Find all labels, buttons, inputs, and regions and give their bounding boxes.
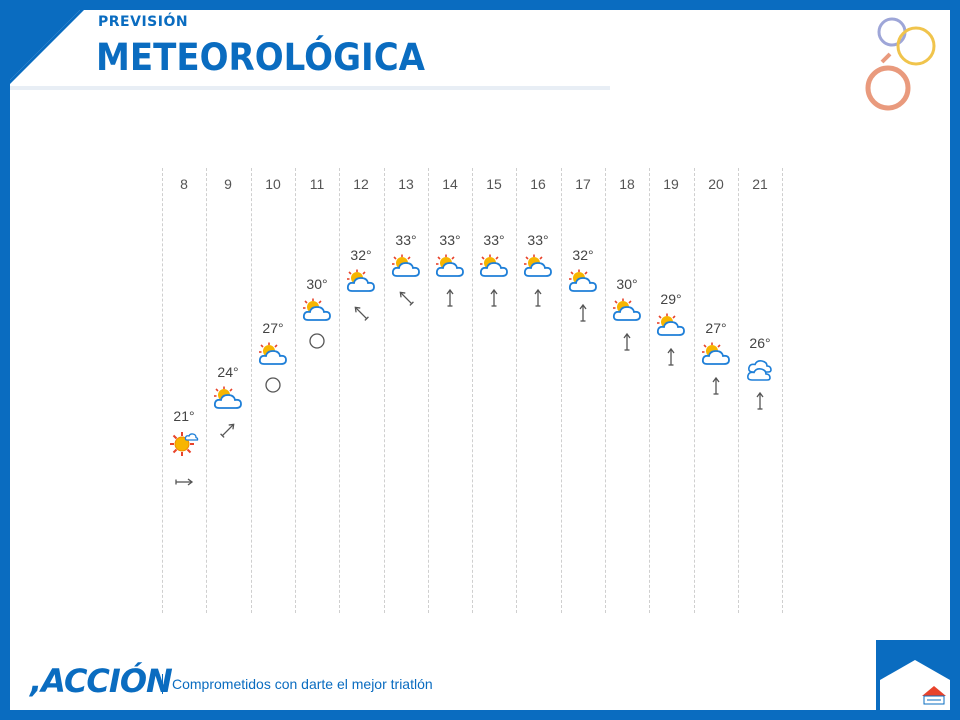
forecast-column-20: 20 27° <box>694 168 738 613</box>
temperature-label: 24° <box>217 364 239 380</box>
temperature-label: 21° <box>173 408 195 424</box>
hour-label: 11 <box>309 176 325 192</box>
rings-logo-icon <box>865 17 936 111</box>
triathlon-mini-logo-icon <box>922 686 946 705</box>
partly-cloudy-icon <box>694 342 738 368</box>
partly-cloudy-icon <box>384 254 428 280</box>
temperature-label: 32° <box>572 247 594 263</box>
cloudy-icon <box>738 357 782 383</box>
column-divider <box>384 168 385 613</box>
partly-cloudy-icon <box>605 298 649 324</box>
temperature-label: 33° <box>395 232 417 248</box>
partly-cloudy-icon <box>295 298 339 324</box>
hour-label: 20 <box>708 176 724 192</box>
wind-northeast-icon <box>206 420 250 438</box>
forecast-column-15: 15 33° <box>472 168 516 613</box>
footer-separator <box>162 674 163 694</box>
column-divider <box>295 168 296 613</box>
hour-label: 8 <box>180 176 188 192</box>
forecast-column-16: 16 33° <box>516 168 560 613</box>
column-divider <box>561 168 562 613</box>
wind-north-icon <box>738 391 782 410</box>
forecast-column-17: 17 32° <box>561 168 605 613</box>
brand-logo: ,ACCIÓN <box>30 662 173 700</box>
column-divider <box>782 168 783 613</box>
temperature-label: 33° <box>439 232 461 248</box>
temperature-label: 30° <box>306 276 328 292</box>
forecast-column-18: 18 30° <box>605 168 649 613</box>
hour-label: 15 <box>486 176 502 192</box>
column-divider <box>251 168 252 613</box>
wind-north-icon <box>561 303 605 322</box>
footer-tagline: Comprometidos con darte el mejor triatló… <box>172 676 433 692</box>
partly-cloudy-icon <box>206 386 250 412</box>
column-divider <box>206 168 207 613</box>
footer <box>10 640 876 710</box>
hour-label: 14 <box>442 176 458 192</box>
sun-cloud-icon <box>162 430 206 456</box>
column-divider <box>605 168 606 613</box>
corner-decor-top-left <box>0 0 92 92</box>
partly-cloudy-icon <box>649 313 693 339</box>
wind-north-icon <box>694 376 738 395</box>
hour-label: 12 <box>353 176 369 192</box>
temperature-label: 33° <box>527 232 549 248</box>
forecast-column-8: 8 21° <box>162 168 206 613</box>
hour-label: 10 <box>265 176 281 192</box>
temperature-label: 26° <box>749 335 771 351</box>
forecast-column-10: 10 27° <box>251 168 295 613</box>
column-divider <box>339 168 340 613</box>
partly-cloudy-icon <box>516 254 560 280</box>
wind-northwest-icon <box>339 303 383 321</box>
wind-north-icon <box>472 288 516 307</box>
temperature-label: 27° <box>262 320 284 336</box>
temperature-label: 32° <box>350 247 372 263</box>
partly-cloudy-icon <box>428 254 472 280</box>
forecast-column-11: 11 30° <box>295 168 339 613</box>
column-divider <box>428 168 429 613</box>
temperature-label: 30° <box>616 276 638 292</box>
forecast-column-9: 9 24° <box>206 168 250 613</box>
partly-cloudy-icon <box>251 342 295 368</box>
calm-circle-icon <box>295 332 339 349</box>
hour-label: 18 <box>619 176 635 192</box>
forecast-column-14: 14 33° <box>428 168 472 613</box>
hour-label: 9 <box>224 176 232 192</box>
hourly-forecast-chart: 8 21° 9 24° <box>162 168 792 643</box>
column-divider <box>694 168 695 613</box>
hour-label: 13 <box>398 176 414 192</box>
column-divider <box>738 168 739 613</box>
forecast-column-21: 21 26° <box>738 168 782 613</box>
hour-label: 17 <box>575 176 591 192</box>
page-title: METEOROLÓGICA <box>96 36 426 79</box>
column-divider <box>162 168 163 613</box>
wind-north-icon <box>649 347 693 366</box>
forecast-column-13: 13 33° <box>384 168 428 613</box>
column-divider <box>516 168 517 613</box>
wind-north-icon <box>605 332 649 351</box>
wind-east-icon <box>162 472 206 488</box>
partly-cloudy-icon <box>472 254 516 280</box>
hour-label: 16 <box>530 176 546 192</box>
wind-north-icon <box>428 288 472 307</box>
column-divider <box>649 168 650 613</box>
hour-label: 21 <box>752 176 768 192</box>
temperature-label: 33° <box>483 232 505 248</box>
partly-cloudy-icon <box>561 269 605 295</box>
column-divider <box>472 168 473 613</box>
wind-northwest-icon <box>384 288 428 306</box>
calm-circle-icon <box>251 376 295 393</box>
wind-north-icon <box>516 288 560 307</box>
partly-cloudy-icon <box>339 269 383 295</box>
temperature-label: 29° <box>660 291 682 307</box>
page-subtitle: PREVISIÓN <box>98 14 189 30</box>
forecast-column-12: 12 32° <box>339 168 383 613</box>
temperature-label: 27° <box>705 320 727 336</box>
hour-label: 19 <box>663 176 679 192</box>
header-rule <box>10 86 610 90</box>
forecast-column-19: 19 29° <box>649 168 693 613</box>
